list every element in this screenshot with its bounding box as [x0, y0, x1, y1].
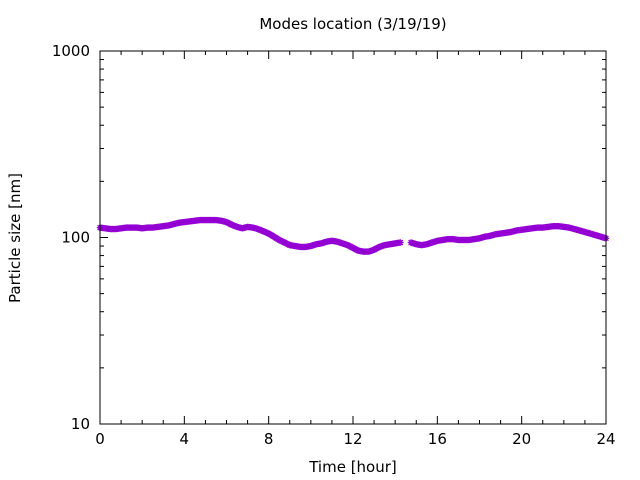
x-tick-label: 20 [512, 430, 531, 448]
data-point [397, 239, 404, 246]
plot-frame [99, 50, 607, 425]
axis-ticks: 0 4 8 12 16 20 24 10 100 1000 [52, 42, 616, 448]
x-axis-label: Time [hour] [308, 458, 397, 476]
data-points [96, 216, 610, 255]
x-tick-label: 8 [264, 430, 274, 448]
x-tick-label: 24 [596, 430, 615, 448]
y-tick-label: 10 [71, 415, 90, 433]
x-tick-label: 16 [428, 430, 447, 448]
x-tick-label: 0 [95, 430, 105, 448]
y-axis-label: Particle size [nm] [6, 173, 24, 303]
chart-title: Modes location (3/19/19) [259, 15, 446, 33]
x-tick-label: 12 [343, 430, 362, 448]
x-tick-label: 4 [180, 430, 190, 448]
y-tick-label: 100 [61, 229, 90, 247]
y-tick-label: 1000 [52, 42, 90, 60]
